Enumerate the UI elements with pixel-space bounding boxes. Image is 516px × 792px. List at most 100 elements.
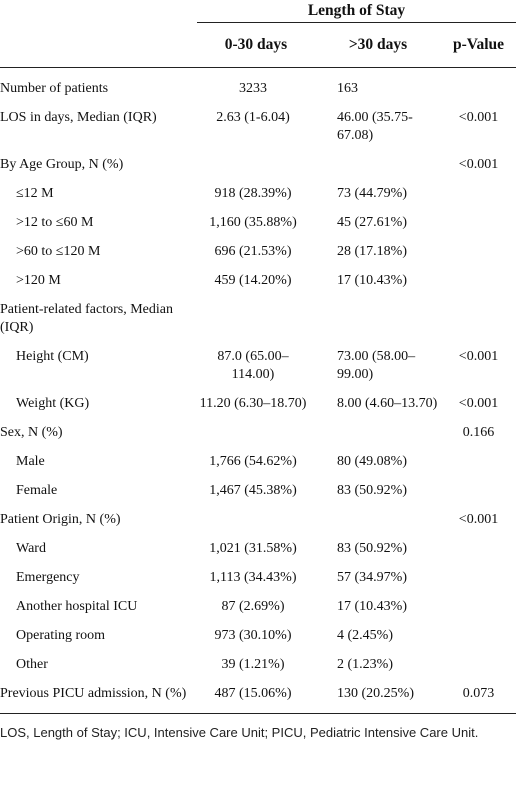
row-label: Operating room bbox=[16, 628, 106, 643]
cell: 3233 bbox=[239, 81, 267, 96]
group-header: Length of Stay bbox=[197, 0, 516, 23]
row-label: Male bbox=[16, 454, 45, 469]
row-label: LOS in days, Median (IQR) bbox=[0, 110, 157, 125]
cell bbox=[441, 238, 516, 267]
table-row: LOS in days, Median (IQR) 2.63 (1-6.04) 46… bbox=[0, 104, 516, 151]
cell: 459 (14.20%) bbox=[214, 273, 292, 288]
cell: 2.63 (1-6.04) bbox=[216, 110, 290, 125]
cell bbox=[441, 267, 516, 296]
table-row: ≤12 M 918 (28.39%) 73 (44.79%) bbox=[0, 180, 516, 209]
cell: 0.073 bbox=[441, 680, 516, 714]
row-label: Other bbox=[16, 657, 48, 672]
table-row: Another hospital ICU 87 (2.69%) 17 (10.43%… bbox=[0, 593, 516, 622]
table-row: Female 1,467 (45.38%) 83 (50.92%) bbox=[0, 477, 516, 506]
cell: <0.001 bbox=[458, 512, 499, 527]
table-row: Weight (KG) 11.20 (6.30–18.70) 8.00 (4.60–… bbox=[0, 390, 516, 419]
table-row: Patient-related factors, Median (IQR) bbox=[0, 296, 516, 343]
row-label: Patient Origin, N (%) bbox=[0, 512, 121, 527]
cell: 1,021 (31.58%) bbox=[209, 541, 297, 556]
cell: <0.001 bbox=[458, 396, 499, 411]
table-row: Patient Origin, N (%) <0.001 bbox=[0, 506, 516, 535]
cell bbox=[441, 535, 516, 564]
column-header: >30 days bbox=[315, 22, 441, 68]
table-row: Ward 1,021 (31.58%) 83 (50.92%) bbox=[0, 535, 516, 564]
table-body: Number of patients 3233 163 LOS in days, Me… bbox=[0, 68, 516, 714]
cell bbox=[441, 593, 516, 622]
cell: 57 (34.97%) bbox=[337, 570, 407, 585]
table-row: Height (CM) 87.0 (65.00–114.00) 73.00 (58.… bbox=[0, 343, 516, 390]
cell: 11.20 (6.30–18.70) bbox=[199, 396, 307, 411]
row-label: Patient-related factors, Median (IQR) bbox=[0, 302, 173, 335]
cell: 1,160 (35.88%) bbox=[209, 215, 297, 230]
row-label: ≤12 M bbox=[16, 186, 54, 201]
cell: 1,766 (54.62%) bbox=[209, 454, 297, 469]
column-header: p-Value bbox=[441, 22, 516, 68]
data-table: Length of Stay 0-30 days >30 days p-Valu… bbox=[0, 0, 516, 714]
row-label: Another hospital ICU bbox=[16, 599, 138, 614]
cell bbox=[441, 651, 516, 680]
footnote: LOS, Length of Stay; ICU, Intensive Care… bbox=[0, 725, 479, 740]
cell bbox=[441, 622, 516, 651]
cell bbox=[315, 506, 441, 535]
row-label: Previous PICU admission, N (%) bbox=[0, 680, 197, 714]
cell bbox=[441, 68, 516, 105]
cell: 487 (15.06%) bbox=[197, 680, 315, 714]
cell: <0.001 bbox=[458, 157, 499, 172]
table-row: Other 39 (1.21%) 2 (1.23%) bbox=[0, 651, 516, 680]
cell bbox=[197, 151, 315, 180]
cell: 696 (21.53%) bbox=[214, 244, 292, 259]
row-label: >12 to ≤60 M bbox=[16, 215, 94, 230]
cell bbox=[197, 506, 315, 535]
table-row: By Age Group, N (%) <0.001 bbox=[0, 151, 516, 180]
cell: 1,467 (45.38%) bbox=[209, 483, 297, 498]
cell: 39 (1.21%) bbox=[221, 657, 285, 672]
cell bbox=[441, 477, 516, 506]
cell: 73 (44.79%) bbox=[337, 186, 407, 201]
table-row: >12 to ≤60 M 1,160 (35.88%) 45 (27.61%) bbox=[0, 209, 516, 238]
cell: 83 (50.92%) bbox=[337, 541, 407, 556]
blank bbox=[0, 0, 197, 23]
cell bbox=[315, 151, 441, 180]
cell bbox=[315, 296, 441, 343]
table-row: Emergency 1,113 (34.43%) 57 (34.97%) bbox=[0, 564, 516, 593]
cell: <0.001 bbox=[458, 110, 499, 125]
table-row: Operating room 973 (30.10%) 4 (2.45%) bbox=[0, 622, 516, 651]
cell: <0.001 bbox=[458, 349, 499, 364]
cell bbox=[441, 180, 516, 209]
cell: 46.00 (35.75-67.08) bbox=[337, 110, 413, 143]
cell bbox=[441, 564, 516, 593]
cell bbox=[441, 448, 516, 477]
table-head: Length of Stay 0-30 days >30 days p-Valu… bbox=[0, 0, 516, 68]
cell: 0.166 bbox=[462, 425, 495, 440]
cell: 4 (2.45%) bbox=[337, 628, 393, 643]
cell bbox=[441, 296, 516, 343]
cell: 130 (20.25%) bbox=[315, 680, 441, 714]
cell: 83 (50.92%) bbox=[337, 483, 407, 498]
row-label: >120 M bbox=[16, 273, 61, 288]
cell: 918 (28.39%) bbox=[214, 186, 292, 201]
cell: 2 (1.23%) bbox=[337, 657, 393, 672]
row-label: Female bbox=[16, 483, 58, 498]
cell bbox=[441, 209, 516, 238]
table-row: Sex, N (%) 0.166 bbox=[0, 419, 516, 448]
cell bbox=[197, 296, 315, 343]
table-row: Number of patients 3233 163 bbox=[0, 68, 516, 105]
cell: 8.00 (4.60–13.70) bbox=[337, 396, 438, 411]
table-row: >120 M 459 (14.20%) 17 (10.43%) bbox=[0, 267, 516, 296]
table-row: Male 1,766 (54.62%) 80 (49.08%) bbox=[0, 448, 516, 477]
table-row: Previous PICU admission, N (%) 487 (15.06… bbox=[0, 680, 516, 714]
cell: 17 (10.43%) bbox=[337, 599, 407, 614]
cell bbox=[197, 419, 315, 448]
cell: 87 (2.69%) bbox=[221, 599, 285, 614]
cell: 28 (17.18%) bbox=[337, 244, 407, 259]
row-label: Weight (KG) bbox=[16, 396, 90, 411]
cell: 973 (30.10%) bbox=[214, 628, 292, 643]
row-label: Height (CM) bbox=[16, 349, 89, 364]
cell: 163 bbox=[337, 81, 358, 96]
column-header: 0-30 days bbox=[197, 22, 315, 68]
cell: 1,113 (34.43%) bbox=[209, 570, 297, 585]
row-label: By Age Group, N (%) bbox=[0, 157, 124, 172]
cell: 87.0 (65.00–114.00) bbox=[217, 349, 289, 382]
row-label: Ward bbox=[16, 541, 46, 556]
